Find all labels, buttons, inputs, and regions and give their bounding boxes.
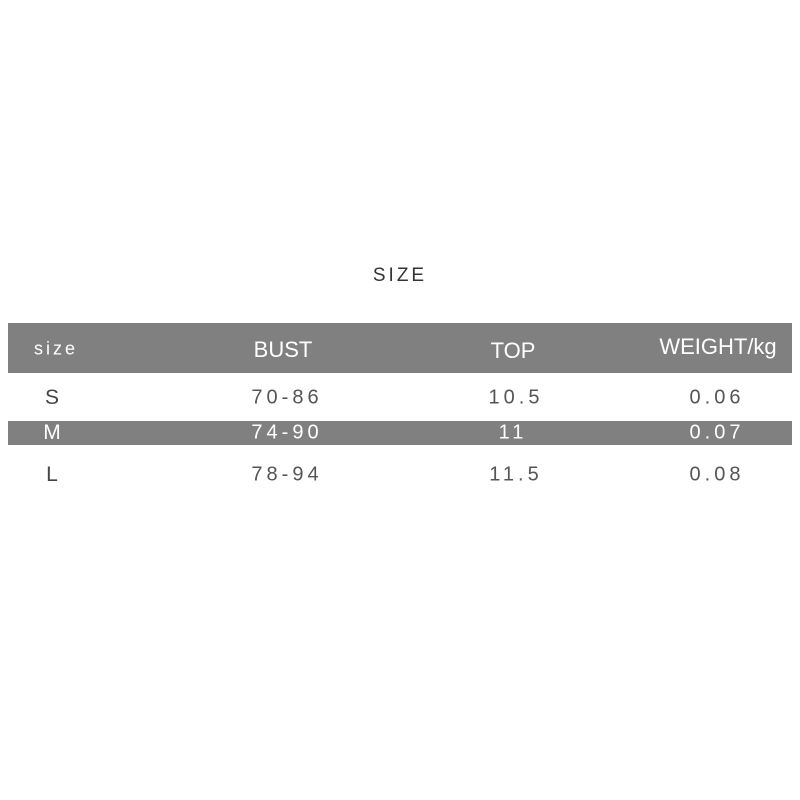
table-header-bar (8, 323, 792, 373)
cell-top: 11.5 (489, 463, 543, 486)
cell-weight: 0.08 (689, 463, 745, 486)
cell-top: 10.5 (488, 386, 544, 409)
header-bust: BUST (253, 337, 313, 362)
cell-size: M (43, 421, 61, 444)
cell-bust: 70-86 (251, 386, 323, 409)
header-top: TOP (490, 338, 536, 363)
cell-bust: 74-90 (251, 421, 323, 444)
cell-size: S (44, 386, 60, 409)
cell-bust: 78-94 (251, 463, 323, 486)
cell-size: L (46, 463, 58, 486)
header-weight: WEIGHT/kg (659, 334, 777, 359)
chart-title: SIZE (372, 265, 428, 286)
cell-weight: 0.06 (689, 386, 745, 409)
cell-weight: 0.07 (689, 421, 745, 444)
cell-top: 11 (498, 421, 528, 444)
highlight-row-bar (8, 421, 792, 445)
header-size: size (33, 338, 79, 359)
